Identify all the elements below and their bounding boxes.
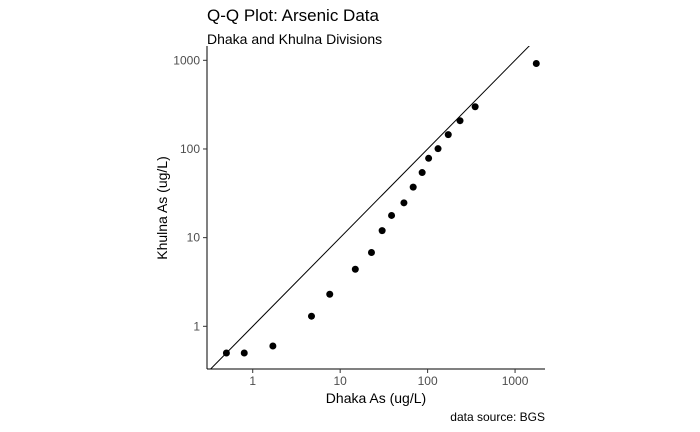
data-point	[307, 312, 315, 320]
chart-subtitle: Dhaka and Khulna Divisions	[207, 31, 383, 47]
y-axis-title: Khulna As (ug/L)	[154, 156, 170, 260]
data-point	[418, 169, 426, 177]
chart-caption: data source: BGS	[450, 410, 545, 424]
data-point	[367, 248, 375, 256]
x-tick-label: 100	[418, 374, 438, 388]
data-point	[456, 117, 464, 125]
data-points	[222, 60, 540, 357]
x-axis-title: Dhaka As (ug/L)	[326, 390, 426, 406]
data-point	[351, 265, 359, 273]
y-axis-ticks: 1 10 100 1000	[173, 53, 207, 333]
data-point	[532, 60, 540, 68]
data-point	[388, 211, 396, 219]
x-tick-label: 10	[333, 374, 347, 388]
data-point	[269, 342, 277, 350]
data-point	[425, 154, 433, 162]
reference-line-group	[209, 46, 530, 369]
data-point	[409, 183, 417, 191]
data-point	[326, 290, 334, 298]
x-tick-label: 1	[249, 374, 256, 388]
y-tick-label: 100	[180, 142, 200, 156]
data-point	[222, 349, 230, 357]
data-point	[378, 227, 386, 235]
reference-line	[209, 46, 530, 369]
y-tick-label: 1000	[173, 53, 200, 67]
data-point	[434, 145, 442, 153]
data-point	[240, 349, 248, 357]
data-point	[400, 199, 408, 207]
x-axis-ticks: 1 10 100 1000	[249, 369, 529, 388]
y-tick-label: 10	[187, 231, 201, 245]
data-point	[444, 131, 452, 139]
chart-title: Q-Q Plot: Arsenic Data	[207, 6, 379, 25]
y-tick-label: 1	[193, 319, 200, 333]
x-tick-label: 1000	[502, 374, 529, 388]
data-point	[471, 103, 479, 111]
